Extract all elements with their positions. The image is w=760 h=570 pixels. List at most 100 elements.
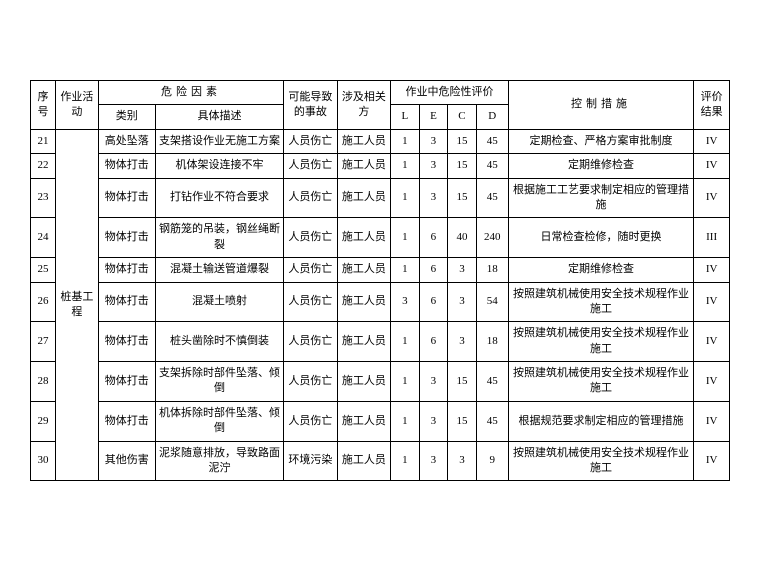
cell-C: 3 — [448, 322, 477, 362]
cell-D: 45 — [476, 129, 508, 153]
cell-party: 施工人员 — [337, 282, 390, 322]
cell-D: 45 — [476, 401, 508, 441]
cell-seq: 29 — [31, 401, 56, 441]
cell-party: 施工人员 — [337, 178, 390, 218]
cell-seq: 21 — [31, 129, 56, 153]
cell-result: IV — [694, 362, 730, 402]
cell-accident: 人员伤亡 — [284, 129, 337, 153]
cell-E: 3 — [419, 401, 448, 441]
cell-C: 15 — [448, 129, 477, 153]
cell-seq: 30 — [31, 441, 56, 481]
cell-party: 施工人员 — [337, 129, 390, 153]
cell-accident: 人员伤亡 — [284, 401, 337, 441]
cell-desc: 机体架设连接不牢 — [155, 154, 283, 178]
cell-D: 240 — [476, 218, 508, 258]
table-row: 30其他伤害泥浆随意排放，导致路面泥泞环境污染施工人员1339按照建筑机械使用安… — [31, 441, 730, 481]
table-header: 序号 作业活动 危险因素 可能导致的事故 涉及相关方 作业中危险性评价 控制措施… — [31, 81, 730, 130]
cell-desc: 支架拆除时部件坠落、倾倒 — [155, 362, 283, 402]
cell-seq: 23 — [31, 178, 56, 218]
header-measure: 控制措施 — [508, 81, 693, 130]
cell-E: 6 — [419, 218, 448, 258]
cell-accident: 人员伤亡 — [284, 322, 337, 362]
cell-L: 1 — [391, 401, 420, 441]
cell-measure: 按照建筑机械使用安全技术规程作业施工 — [508, 441, 693, 481]
cell-result: IV — [694, 129, 730, 153]
cell-category: 物体打击 — [98, 401, 155, 441]
cell-party: 施工人员 — [337, 218, 390, 258]
header-L: L — [391, 105, 420, 129]
cell-desc: 支架搭设作业无施工方案 — [155, 129, 283, 153]
cell-accident: 人员伤亡 — [284, 218, 337, 258]
risk-assessment-table: 序号 作业活动 危险因素 可能导致的事故 涉及相关方 作业中危险性评价 控制措施… — [30, 80, 730, 481]
cell-C: 15 — [448, 401, 477, 441]
cell-result: IV — [694, 178, 730, 218]
cell-category: 物体打击 — [98, 258, 155, 282]
cell-E: 3 — [419, 154, 448, 178]
header-party: 涉及相关方 — [337, 81, 390, 130]
table-body: 21桩基工程高处坠落支架搭设作业无施工方案人员伤亡施工人员131545定期检查、… — [31, 129, 730, 481]
cell-category: 物体打击 — [98, 154, 155, 178]
cell-measure: 按照建筑机械使用安全技术规程作业施工 — [508, 362, 693, 402]
cell-desc: 打钻作业不符合要求 — [155, 178, 283, 218]
cell-measure: 根据规范要求制定相应的管理措施 — [508, 401, 693, 441]
cell-E: 6 — [419, 322, 448, 362]
cell-E: 3 — [419, 178, 448, 218]
cell-result: IV — [694, 401, 730, 441]
cell-accident: 环境污染 — [284, 441, 337, 481]
cell-C: 15 — [448, 362, 477, 402]
cell-category: 物体打击 — [98, 322, 155, 362]
cell-category: 其他伤害 — [98, 441, 155, 481]
cell-desc: 桩头凿除时不慎倒装 — [155, 322, 283, 362]
cell-measure: 根据施工工艺要求制定相应的管理措施 — [508, 178, 693, 218]
table-row: 28物体打击支架拆除时部件坠落、倾倒人员伤亡施工人员131545按照建筑机械使用… — [31, 362, 730, 402]
cell-party: 施工人员 — [337, 322, 390, 362]
cell-D: 9 — [476, 441, 508, 481]
cell-party: 施工人员 — [337, 258, 390, 282]
header-E: E — [419, 105, 448, 129]
cell-accident: 人员伤亡 — [284, 178, 337, 218]
cell-seq: 25 — [31, 258, 56, 282]
header-result: 评价结果 — [694, 81, 730, 130]
cell-seq: 22 — [31, 154, 56, 178]
cell-accident: 人员伤亡 — [284, 154, 337, 178]
header-desc: 具体描述 — [155, 105, 283, 129]
cell-L: 1 — [391, 129, 420, 153]
cell-activity-group: 桩基工程 — [55, 129, 98, 481]
table-row: 24物体打击钢筋笼的吊装，钢丝绳断裂人员伤亡施工人员1640240日常检查检修，… — [31, 218, 730, 258]
cell-C: 3 — [448, 282, 477, 322]
header-category: 类别 — [98, 105, 155, 129]
cell-accident: 人员伤亡 — [284, 362, 337, 402]
cell-seq: 26 — [31, 282, 56, 322]
cell-D: 54 — [476, 282, 508, 322]
table-row: 29 物体打击机体拆除时部件坠落、倾倒人员伤亡施工人员131545根据规范要求制定… — [31, 401, 730, 441]
header-evaluation: 作业中危险性评价 — [391, 81, 509, 105]
cell-E: 3 — [419, 441, 448, 481]
cell-C: 3 — [448, 441, 477, 481]
cell-D: 45 — [476, 154, 508, 178]
table-row: 21桩基工程高处坠落支架搭设作业无施工方案人员伤亡施工人员131545定期检查、… — [31, 129, 730, 153]
cell-L: 1 — [391, 218, 420, 258]
cell-measure: 按照建筑机械使用安全技术规程作业施工 — [508, 282, 693, 322]
cell-desc: 泥浆随意排放，导致路面泥泞 — [155, 441, 283, 481]
header-row-1: 序号 作业活动 危险因素 可能导致的事故 涉及相关方 作业中危险性评价 控制措施… — [31, 81, 730, 105]
cell-category: 物体打击 — [98, 178, 155, 218]
header-D: D — [476, 105, 508, 129]
cell-result: III — [694, 218, 730, 258]
cell-desc: 钢筋笼的吊装，钢丝绳断裂 — [155, 218, 283, 258]
cell-desc: 混凝土输送管道爆裂 — [155, 258, 283, 282]
cell-accident: 人员伤亡 — [284, 282, 337, 322]
header-C: C — [448, 105, 477, 129]
table-row: 22物体打击机体架设连接不牢人员伤亡施工人员131545定期维修检查IV — [31, 154, 730, 178]
cell-party: 施工人员 — [337, 401, 390, 441]
cell-party: 施工人员 — [337, 441, 390, 481]
cell-result: IV — [694, 258, 730, 282]
header-activity: 作业活动 — [55, 81, 98, 130]
cell-category: 物体打击 — [98, 282, 155, 322]
cell-party: 施工人员 — [337, 362, 390, 402]
cell-E: 6 — [419, 258, 448, 282]
cell-result: IV — [694, 322, 730, 362]
table-row: 25物体打击混凝土输送管道爆裂人员伤亡施工人员16318定期维修检查IV — [31, 258, 730, 282]
cell-measure: 定期检查、严格方案审批制度 — [508, 129, 693, 153]
table-row: 23物体打击打钻作业不符合要求人员伤亡施工人员131545根据施工工艺要求制定相… — [31, 178, 730, 218]
cell-desc: 机体拆除时部件坠落、倾倒 — [155, 401, 283, 441]
